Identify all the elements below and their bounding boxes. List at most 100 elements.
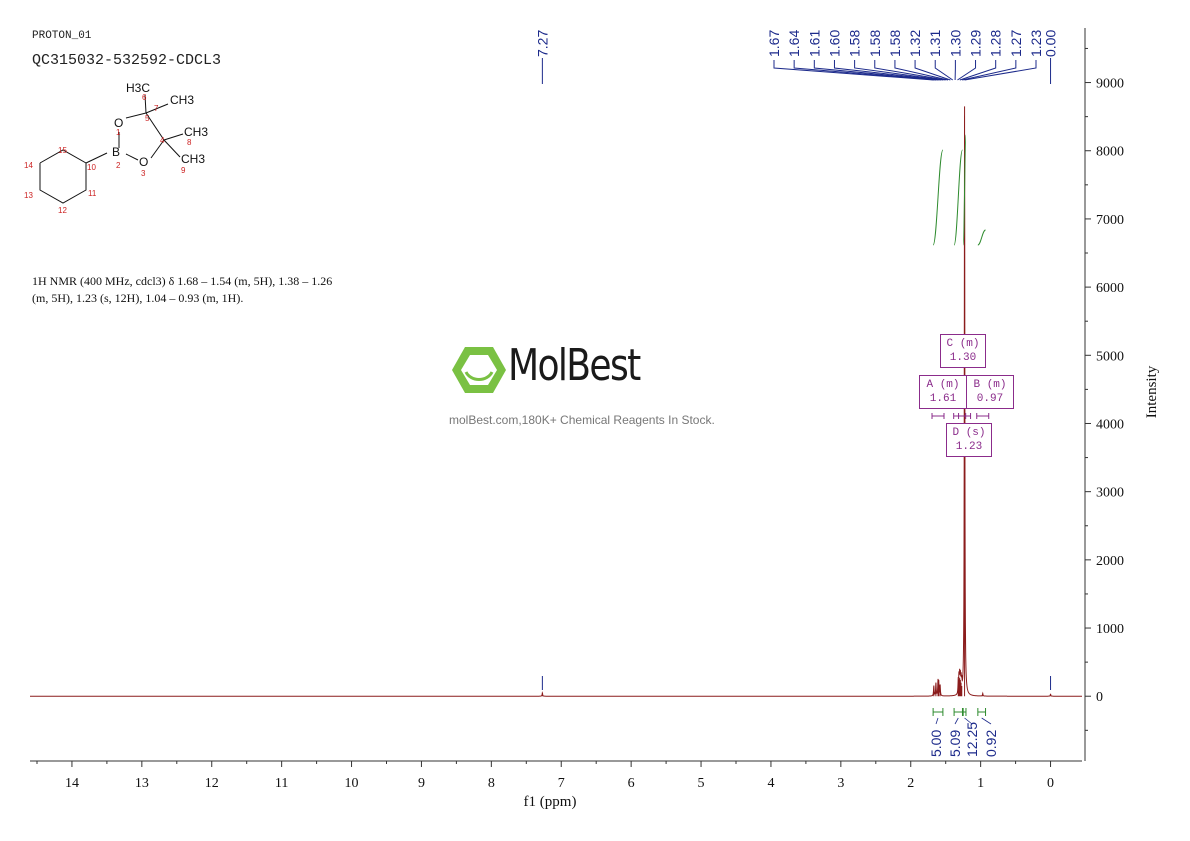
group-h3c: H3C [126, 81, 150, 95]
x-tick-label: 3 [837, 776, 844, 791]
atom-number: 11 [88, 189, 97, 198]
integral-label: 5.09 [947, 730, 963, 757]
bond-c5-c4 [145, 112, 165, 141]
y-axis-label: Intensity [1144, 365, 1160, 418]
integral-curve [932, 149, 944, 246]
experiment-name: PROTON_01 [32, 30, 92, 42]
structure-labels: B O O H3C CH3 CH3 CH3 [112, 81, 208, 169]
x-tick-label: 10 [345, 776, 359, 791]
bond-c10-b [85, 152, 108, 164]
peak-label: 1.67 [766, 30, 782, 57]
integral-curve [977, 229, 986, 246]
atom-number: 14 [24, 161, 33, 170]
x-tick-label: 8 [488, 776, 495, 791]
multiplet-shift: 0.97 [976, 393, 1004, 405]
multiplet-shift: 1.23 [955, 441, 983, 453]
integral-bracket [932, 708, 944, 716]
peak-label: 1.61 [806, 30, 822, 57]
atom-number: 3 [141, 169, 146, 178]
atom-boron: B [112, 145, 120, 159]
multiplet-label: C [946, 338, 954, 350]
bond-o1-c5 [125, 112, 147, 119]
group-ch3-8: CH3 [184, 125, 208, 139]
multiplet-bracket [958, 413, 972, 419]
x-tick-label: 11 [275, 776, 288, 791]
atom-number: 8 [187, 138, 192, 147]
atom-number: 13 [24, 191, 33, 200]
bond-c5-c6 [144, 94, 147, 114]
nmr-description-line: 1H NMR (400 MHz, cdcl3) δ 1.68 – 1.54 (m… [32, 274, 333, 288]
group-ch3-9: CH3 [181, 152, 205, 166]
peak-label: 7.27 [534, 30, 550, 57]
y-ticks: 0 1000 2000 3000 4000 5000 6000 7000 8000 9000 [1085, 47, 1124, 731]
integral-curve [953, 149, 963, 246]
x-ticks: 14 13 12 11 10 9 8 7 6 5 4 3 2 1 0 [36, 761, 1054, 791]
multiplet-label: D [952, 427, 960, 439]
spectrum-line [30, 106, 1082, 697]
bond-c5-c7 [145, 103, 169, 114]
x-tick-label: 6 [628, 776, 635, 791]
atom-oxygen-3: O [139, 155, 148, 169]
peak-leader-line [957, 60, 977, 81]
atom-numbers: 1 2 3 4 5 6 7 8 9 10 11 12 13 14 15 [24, 93, 192, 215]
multiplet-box-a: A (m) 1.61 [919, 375, 967, 409]
atom-number: 5 [145, 114, 150, 123]
atom-number: 2 [116, 161, 121, 170]
x-tick-label: 0 [1047, 776, 1054, 791]
x-tick-label: 5 [698, 776, 705, 791]
bond-o3-c4 [150, 139, 165, 159]
peak-leader-line [874, 60, 946, 81]
atom-number: 1 [116, 128, 121, 137]
multiplet-shift: 1.30 [949, 352, 977, 364]
multiplet-bracket [976, 413, 990, 419]
bond-c4-c9 [163, 139, 181, 158]
y-tick-label: 7000 [1096, 213, 1124, 228]
y-tick-label: 3000 [1096, 486, 1124, 501]
multiplet-label: B [973, 379, 981, 391]
peak-label: 1.58 [867, 30, 883, 57]
multiplet-type: (m) [986, 379, 1007, 391]
x-tick-label: 4 [767, 776, 774, 791]
multiplet-box-b: B (m) 0.97 [966, 375, 1014, 409]
cyclohexane-ring [39, 149, 87, 204]
peak-label: 1.58 [887, 30, 903, 57]
sample-id: QC315032-532592-CDCL3 [32, 52, 222, 69]
integral-curve [962, 134, 967, 246]
peak-marks [541, 58, 1052, 690]
integral-leader-line [954, 717, 959, 725]
peak-leader-line [813, 60, 939, 81]
y-tick-label: 1000 [1096, 622, 1124, 637]
chemical-structure [39, 94, 184, 204]
y-tick-label: 0 [1096, 690, 1103, 705]
peak-leader-line [959, 60, 997, 81]
peak-label: 1.30 [947, 30, 963, 57]
x-tick-label: 9 [418, 776, 425, 791]
watermark-brand: MolBest [508, 340, 641, 391]
peak-label: 1.27 [1008, 30, 1024, 57]
peak-leader-line [934, 60, 954, 81]
y-tick-label: 5000 [1096, 349, 1124, 364]
integral-bracket [953, 708, 963, 716]
peak-label: 1.23 [1028, 30, 1044, 57]
y-tick-label: 9000 [1096, 77, 1124, 92]
peak-leader-line [962, 60, 1017, 81]
peak-leader-line [773, 60, 934, 81]
atom-number: 15 [58, 146, 67, 155]
nmr-description: 1H NMR (400 MHz, cdcl3) δ 1.68 – 1.54 (m… [32, 273, 392, 307]
bond-b-o3 [125, 153, 139, 161]
integral-leader-line [935, 717, 939, 725]
y-tick-label: 6000 [1096, 281, 1124, 296]
peak-leader-line [894, 60, 949, 81]
peak-label: 1.31 [927, 30, 943, 57]
y-tick-label: 8000 [1096, 145, 1124, 160]
integral-bracket [962, 708, 967, 716]
x-tick-label: 14 [65, 776, 79, 791]
atom-number: 12 [58, 206, 67, 215]
multiplet-type: (m) [939, 379, 960, 391]
peak-leader-line [793, 60, 937, 81]
atom-number: 6 [142, 93, 147, 102]
integral-labels: 5.00 5.09 12.25 0.92 [928, 717, 999, 757]
integral-curves [931, 134, 990, 716]
peak-label: 1.28 [988, 30, 1004, 57]
